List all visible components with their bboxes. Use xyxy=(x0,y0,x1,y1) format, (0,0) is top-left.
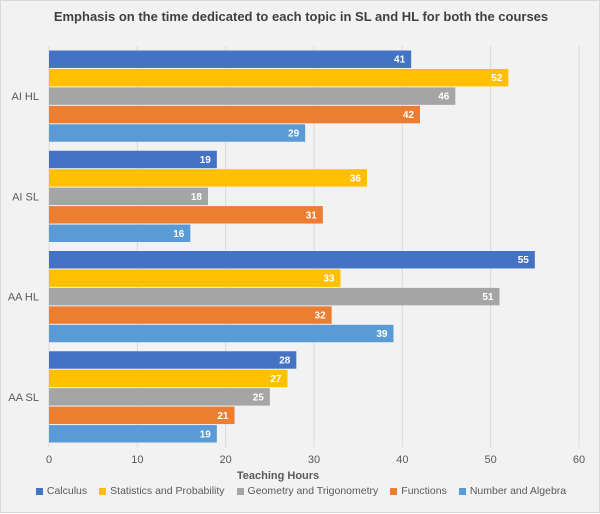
bar-3-0 xyxy=(49,351,297,369)
legend-swatch-0 xyxy=(35,487,43,495)
category-label-3: AA SL xyxy=(8,392,39,404)
data-label-1-1: 36 xyxy=(350,173,362,184)
data-label-3-1: 27 xyxy=(270,374,282,385)
legend-item-1: Statistics and Probability xyxy=(99,485,225,497)
data-label-3-3: 21 xyxy=(217,411,229,422)
data-label-2-1: 33 xyxy=(323,274,335,285)
data-label-2-3: 32 xyxy=(315,311,327,322)
data-label-3-4: 19 xyxy=(200,429,212,440)
category-label-0: AI HL xyxy=(11,91,39,103)
x-axis-title: Teaching Hours xyxy=(237,470,319,482)
legend-label-0: Calculus xyxy=(46,485,88,497)
bar-0-3 xyxy=(49,105,420,124)
category-label-2: AA HL xyxy=(8,292,39,304)
x-tick-label-0: 0 xyxy=(46,454,52,466)
data-label-1-4: 16 xyxy=(173,229,185,240)
legend-swatch-3 xyxy=(390,487,398,495)
x-tick-label-10: 10 xyxy=(131,454,143,466)
bar-3-4 xyxy=(49,425,217,443)
bar-1-1 xyxy=(49,169,367,187)
bar-3-1 xyxy=(49,369,288,388)
bar-0-4 xyxy=(49,124,306,142)
bar-3-2 xyxy=(49,388,270,406)
bar-0-1 xyxy=(49,68,509,87)
legend-swatch-1 xyxy=(99,487,107,495)
data-label-1-2: 18 xyxy=(191,192,203,203)
legend-label-4: Number and Algebra xyxy=(469,485,567,497)
x-tick-label-40: 40 xyxy=(396,454,408,466)
data-label-0-2: 46 xyxy=(438,92,450,103)
data-label-2-4: 39 xyxy=(376,329,388,340)
legend: Calculus Statistics and Probability Geomet… xyxy=(1,485,600,497)
legend-item-0: Calculus xyxy=(35,485,88,497)
bar-1-3 xyxy=(49,206,323,224)
bar-1-2 xyxy=(49,187,208,206)
data-label-2-2: 51 xyxy=(482,292,494,303)
bar-0-2 xyxy=(49,87,456,105)
bar-2-0 xyxy=(49,251,535,269)
bar-1-4 xyxy=(49,224,191,242)
legend-item-2: Geometry and Trigonometry xyxy=(236,485,379,497)
bar-3-3 xyxy=(49,406,235,425)
bar-2-3 xyxy=(49,306,332,324)
legend-swatch-2 xyxy=(236,487,244,495)
data-label-3-2: 25 xyxy=(253,392,265,403)
category-label-1: AI SL xyxy=(12,191,39,203)
data-label-1-3: 31 xyxy=(306,210,318,221)
legend-label-1: Statistics and Probability xyxy=(110,485,225,497)
data-label-0-1: 52 xyxy=(491,73,503,84)
data-label-2-0: 55 xyxy=(518,255,530,266)
legend-label-2: Geometry and Trigonometry xyxy=(247,485,379,497)
x-tick-label-20: 20 xyxy=(220,454,232,466)
data-label-1-0: 19 xyxy=(200,155,212,166)
data-label-3-0: 28 xyxy=(279,355,291,366)
legend-item-3: Functions xyxy=(390,485,447,497)
legend-swatch-4 xyxy=(458,487,466,495)
bar-1-0 xyxy=(49,150,217,169)
x-tick-label-60: 60 xyxy=(573,454,585,466)
bar-0-0 xyxy=(49,50,412,68)
data-label-0-0: 41 xyxy=(394,55,406,66)
bar-2-4 xyxy=(49,324,394,343)
data-label-0-4: 29 xyxy=(288,129,300,140)
chart-title: Emphasis on the time dedicated to each t… xyxy=(53,9,549,24)
legend-label-3: Functions xyxy=(401,485,447,497)
legend-item-4: Number and Algebra xyxy=(458,485,567,497)
data-label-0-3: 42 xyxy=(403,110,415,121)
bar-2-1 xyxy=(49,269,341,287)
x-tick-label-50: 50 xyxy=(485,454,497,466)
x-tick-label-30: 30 xyxy=(308,454,320,466)
bar-2-2 xyxy=(49,287,500,306)
